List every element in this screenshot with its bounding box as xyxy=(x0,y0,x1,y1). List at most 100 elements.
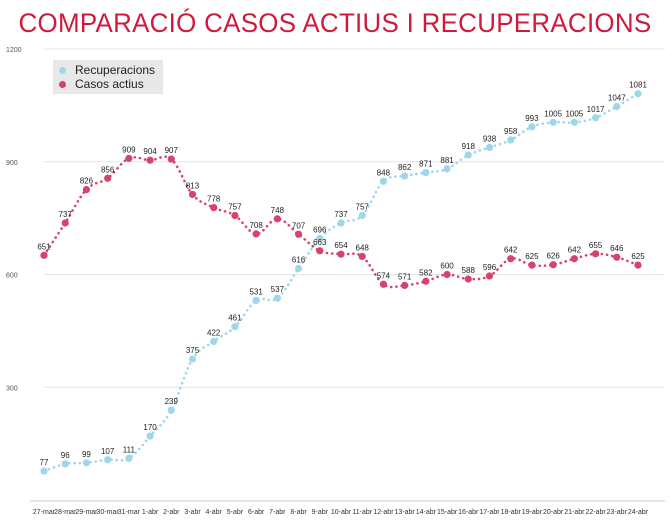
data-point-casos-actius xyxy=(231,211,239,220)
data-label-recuperacions: 737 xyxy=(334,210,348,219)
data-point-casos-actius xyxy=(316,247,324,255)
data-label-casos-actius: 625 xyxy=(631,252,645,261)
data-label-casos-actius: 582 xyxy=(419,268,433,277)
data-label-recuperacions: 422 xyxy=(207,328,221,337)
data-point-recuperacions xyxy=(379,177,388,185)
data-label-casos-actius: 651 xyxy=(37,242,51,251)
legend-marker-casos-actius xyxy=(59,80,66,88)
data-point-casos-actius xyxy=(591,250,600,258)
data-label-recuperacions: 111 xyxy=(123,445,136,454)
data-point-casos-actius xyxy=(188,190,197,199)
legend-label-recuperacions: Recuperacions xyxy=(75,63,156,77)
data-point-casos-actius xyxy=(273,215,281,223)
data-label-casos-actius: 826 xyxy=(80,177,94,186)
data-point-casos-actius xyxy=(210,204,218,212)
data-point-recuperacions xyxy=(464,151,472,159)
data-point-recuperacions xyxy=(104,456,112,464)
data-point-casos-actius xyxy=(125,154,133,162)
data-label-casos-actius: 655 xyxy=(589,241,603,250)
x-tick-label-22-abr: 22-abr xyxy=(585,509,606,516)
data-point-recuperacions xyxy=(613,102,621,111)
x-tick-label-8-abr: 8-abr xyxy=(290,509,307,516)
data-point-casos-actius xyxy=(146,156,154,164)
data-point-recuperacions xyxy=(507,136,515,144)
data-label-casos-actius: 856 xyxy=(101,165,115,174)
x-tick-label-31-mar: 31-mar xyxy=(118,509,141,516)
data-label-casos-actius: 574 xyxy=(377,271,391,280)
x-tick-label-12-abr: 12-abr xyxy=(373,509,394,516)
y-tick-label-600: 600 xyxy=(6,273,18,280)
data-point-recuperacions xyxy=(82,459,91,467)
x-tick-label-23-abr: 23-abr xyxy=(607,509,628,516)
data-label-recuperacions: 375 xyxy=(186,346,200,355)
data-label-casos-actius: 748 xyxy=(271,206,285,215)
data-label-recuperacions: 918 xyxy=(462,142,476,151)
data-label-casos-actius: 904 xyxy=(143,147,157,156)
x-tick-label-15-abr: 15-abr xyxy=(437,509,458,516)
data-label-casos-actius: 757 xyxy=(228,202,242,211)
data-label-casos-actius: 626 xyxy=(546,252,560,261)
x-tick-label-20-abr: 20-abr xyxy=(543,509,564,516)
data-point-casos-actius xyxy=(485,272,494,280)
data-point-casos-actius xyxy=(570,255,578,263)
y-tick-label-300: 300 xyxy=(6,385,18,392)
x-tick-label-24-abr: 24-abr xyxy=(628,509,649,516)
data-label-recuperacions: 77 xyxy=(40,458,49,467)
data-point-recuperacions xyxy=(401,172,409,180)
data-point-recuperacions xyxy=(634,90,642,98)
data-label-casos-actius: 909 xyxy=(122,145,136,154)
x-tick-label-19-abr: 19-abr xyxy=(522,509,543,516)
data-label-casos-actius: 708 xyxy=(249,221,263,230)
x-tick-label-6-abr: 6-abr xyxy=(248,509,265,516)
data-label-recuperacions: 99 xyxy=(82,450,91,459)
data-label-casos-actius: 907 xyxy=(165,146,179,155)
x-tick-label-16-abr: 16-abr xyxy=(458,509,479,516)
data-point-recuperacions xyxy=(358,211,366,220)
data-point-recuperacions xyxy=(146,432,154,440)
data-point-casos-actius xyxy=(61,219,69,227)
x-tick-label-4-abr: 4-abr xyxy=(206,509,223,516)
data-label-casos-actius: 654 xyxy=(334,241,348,250)
data-label-recuperacions: 993 xyxy=(525,114,539,123)
data-point-casos-actius xyxy=(422,277,430,285)
data-label-recuperacions: 616 xyxy=(292,255,306,264)
data-point-recuperacions xyxy=(273,294,281,302)
data-label-recuperacions: 170 xyxy=(143,423,157,432)
legend: Recuperacions Casos actius xyxy=(53,60,164,94)
data-point-casos-actius xyxy=(379,280,388,288)
data-label-casos-actius: 737 xyxy=(59,210,73,219)
data-point-casos-actius xyxy=(549,261,557,269)
x-tick-label-14-abr: 14-abr xyxy=(416,509,437,516)
legend-marker-recuperacions xyxy=(59,66,66,74)
data-label-recuperacions: 461 xyxy=(228,314,242,323)
data-point-recuperacions xyxy=(167,406,175,414)
data-point-recuperacions xyxy=(252,296,260,305)
x-tick-label-10-abr: 10-abr xyxy=(331,509,352,516)
x-tick-label-30-mar: 30-mar xyxy=(97,509,120,516)
series-line-recuperacions xyxy=(42,92,640,473)
data-label-casos-actius: 642 xyxy=(504,246,518,255)
data-label-casos-actius: 648 xyxy=(356,243,370,252)
x-tick-label-11-abr: 11-abr xyxy=(352,509,372,516)
data-point-casos-actius xyxy=(82,185,91,194)
data-label-recuperacions: 96 xyxy=(61,451,70,460)
data-point-recuperacions xyxy=(591,114,600,122)
data-point-recuperacions xyxy=(231,323,239,331)
data-point-casos-actius xyxy=(464,275,472,283)
x-tick-label-1-abr: 1-abr xyxy=(142,509,159,516)
data-point-casos-actius xyxy=(528,261,536,269)
data-point-casos-actius xyxy=(252,230,260,238)
data-point-casos-actius xyxy=(401,281,409,289)
data-label-recuperacions: 958 xyxy=(504,127,518,136)
x-tick-label-28-mar: 28-mar xyxy=(54,509,77,516)
data-point-recuperacions xyxy=(316,234,324,243)
data-point-recuperacions xyxy=(570,118,578,126)
data-point-casos-actius xyxy=(40,251,48,259)
data-point-recuperacions xyxy=(125,454,133,462)
x-tick-label-18-abr: 18-abr xyxy=(501,509,522,516)
data-point-casos-actius xyxy=(104,174,112,182)
data-point-recuperacions xyxy=(210,337,218,345)
data-label-casos-actius: 646 xyxy=(610,244,624,253)
data-label-recuperacions: 1017 xyxy=(587,105,605,114)
